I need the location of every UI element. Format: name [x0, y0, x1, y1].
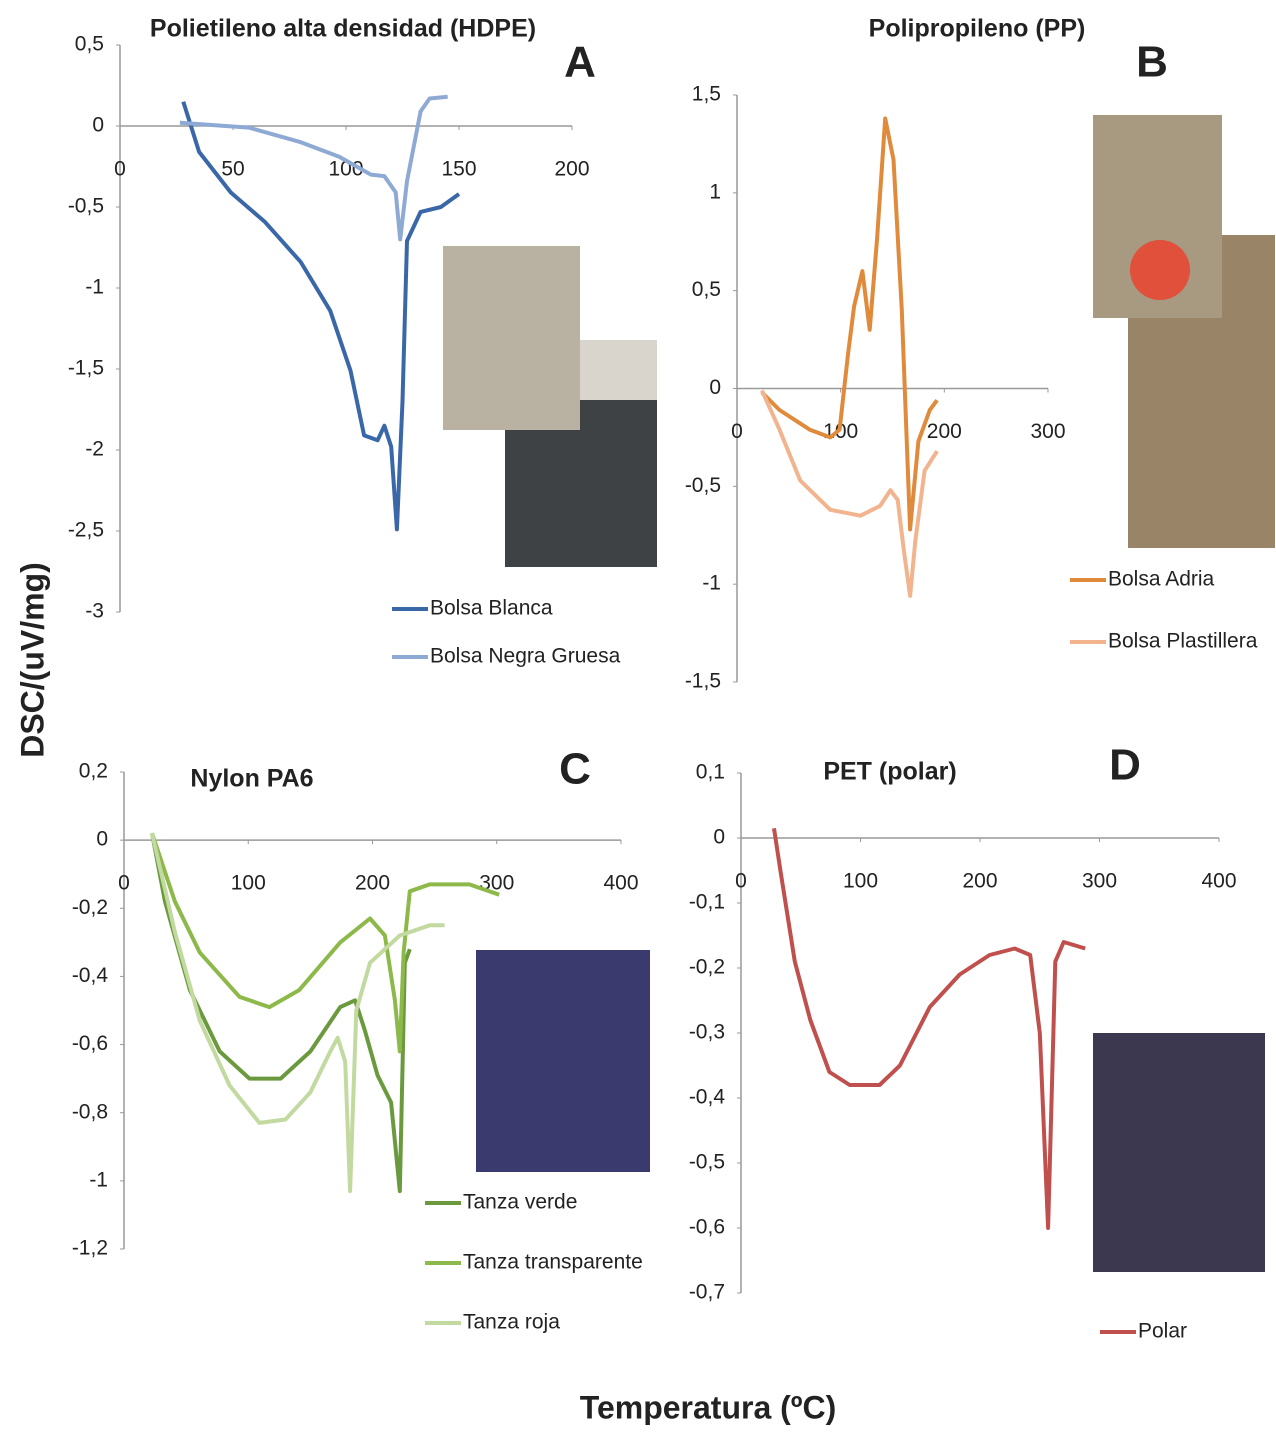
- y-tick-label: 0: [713, 826, 725, 849]
- x-tick-label: 400: [603, 872, 638, 895]
- chart-title: PET (polar): [823, 758, 956, 786]
- x-tick-label: 0: [735, 870, 747, 893]
- x-tick-label: 150: [441, 158, 476, 181]
- y-tick-label: -1,2: [72, 1237, 108, 1260]
- y-tick-label: -0,4: [72, 964, 109, 987]
- y-tick-label: -0,2: [689, 956, 725, 979]
- legend-label: Tanza verde: [463, 1191, 577, 1214]
- x-tick-label: 200: [927, 420, 962, 443]
- x-tick-label: 0: [731, 420, 743, 443]
- x-axis-label: Temperatura (ºC): [580, 1389, 836, 1425]
- x-tick-label: 200: [355, 872, 390, 895]
- y-tick-label: -1: [89, 1168, 108, 1191]
- y-tick-label: -0,4: [689, 1086, 726, 1109]
- page: DSC/(uV/mg) Temperatura (ºC) Polietileno…: [0, 0, 1276, 1432]
- y-tick-label: 0,5: [692, 278, 721, 301]
- panel-letter: B: [1136, 38, 1168, 87]
- legend-label: Bolsa Adria: [1108, 568, 1215, 591]
- y-tick-label: -3: [85, 600, 104, 623]
- y-tick-label: -2: [85, 438, 104, 461]
- x-tick-label: 50: [221, 158, 244, 181]
- y-tick-label: -2,5: [68, 519, 104, 542]
- y-tick-label: -1,5: [68, 357, 104, 380]
- y-tick-label: 0,1: [696, 761, 725, 784]
- x-tick-label: 0: [118, 872, 130, 895]
- chart-title: Polipropileno (PP): [869, 15, 1086, 43]
- y-tick-label: -0,5: [689, 1151, 725, 1174]
- y-tick-label: -0,6: [689, 1216, 725, 1239]
- y-tick-label: -0,1: [689, 891, 725, 914]
- y-tick-label: 0,5: [75, 33, 104, 56]
- chart-title: Nylon PA6: [190, 765, 313, 793]
- photo: [1130, 240, 1190, 300]
- series-line: [762, 119, 937, 530]
- legend-label: Bolsa Negra Gruesa: [430, 645, 621, 668]
- y-tick-label: -1,5: [685, 670, 721, 693]
- legend-label: Tanza transparente: [463, 1251, 643, 1274]
- y-tick-label: -0,3: [689, 1021, 725, 1044]
- x-tick-label: 100: [843, 870, 878, 893]
- legend-label: Bolsa Blanca: [430, 597, 553, 620]
- series-line: [180, 97, 448, 240]
- y-tick-label: 0: [92, 114, 104, 137]
- chart-title: Polietileno alta densidad (HDPE): [150, 15, 536, 43]
- y-tick-label: 1,5: [692, 83, 721, 106]
- y-tick-label: -1: [702, 572, 721, 595]
- photo: [476, 950, 650, 1172]
- x-tick-label: 300: [1030, 420, 1065, 443]
- photo: [1093, 1033, 1265, 1272]
- legend-label: Tanza roja: [463, 1311, 560, 1334]
- y-tick-label: 0: [709, 376, 721, 399]
- x-tick-label: 400: [1201, 870, 1236, 893]
- y-tick-label: -0,8: [72, 1100, 108, 1123]
- photo: [443, 246, 580, 430]
- y-tick-label: -0,5: [68, 195, 104, 218]
- y-tick-label: 0,2: [79, 760, 108, 783]
- y-axis-label: DSC/(uV/mg): [14, 562, 50, 758]
- panel-letter: A: [564, 38, 596, 87]
- figure: DSC/(uV/mg) Temperatura (ºC) Polietileno…: [0, 0, 1276, 1432]
- y-tick-label: -0,2: [72, 896, 108, 919]
- panel-letter: D: [1109, 741, 1141, 790]
- panel-letter: C: [559, 745, 591, 794]
- y-tick-label: 0: [96, 828, 108, 851]
- legend-label: Polar: [1138, 1320, 1187, 1343]
- x-tick-label: 100: [231, 872, 266, 895]
- y-tick-label: -0,6: [72, 1032, 108, 1055]
- y-tick-label: -0,5: [685, 474, 721, 497]
- y-tick-label: -0,7: [689, 1281, 725, 1304]
- legend-label: Bolsa Plastillera: [1108, 630, 1258, 653]
- y-tick-label: 1: [709, 180, 721, 203]
- x-tick-label: 200: [962, 870, 997, 893]
- x-tick-label: 0: [114, 158, 126, 181]
- y-tick-label: -1: [85, 276, 104, 299]
- series-line: [774, 828, 1085, 1228]
- x-tick-label: 200: [554, 158, 589, 181]
- x-tick-label: 300: [1082, 870, 1117, 893]
